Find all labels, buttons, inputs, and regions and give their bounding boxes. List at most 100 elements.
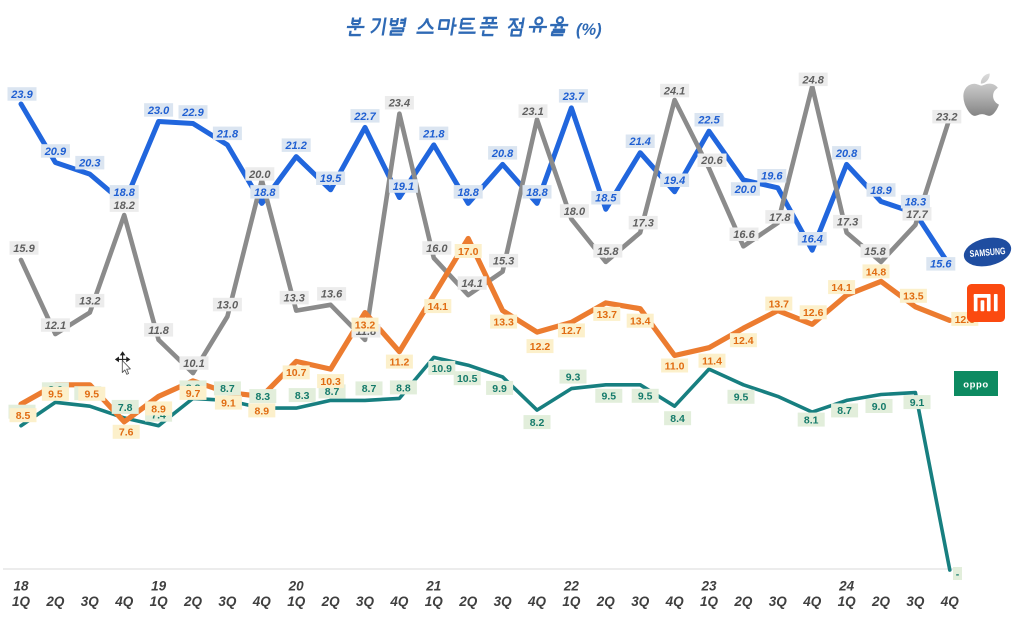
svg-text:20.9: 20.9 — [44, 146, 67, 158]
svg-text:8.7: 8.7 — [837, 405, 852, 417]
svg-text:11.0: 11.0 — [665, 360, 685, 372]
svg-text:13.7: 13.7 — [597, 309, 618, 321]
svg-text:10.7: 10.7 — [286, 367, 307, 379]
svg-text:23.4: 23.4 — [388, 98, 410, 110]
svg-text:9.1: 9.1 — [221, 397, 236, 409]
svg-text:4Q: 4Q — [252, 594, 272, 609]
svg-text:1Q: 1Q — [700, 594, 719, 609]
svg-text:23.2: 23.2 — [935, 112, 957, 124]
svg-text:9.0: 9.0 — [872, 401, 887, 413]
svg-text:22.5: 22.5 — [697, 115, 720, 127]
svg-text:4Q: 4Q — [527, 594, 547, 609]
svg-text:3Q: 3Q — [494, 594, 513, 609]
svg-text:12.1: 12.1 — [45, 320, 66, 332]
svg-text:12.6: 12.6 — [803, 307, 824, 319]
svg-text:2Q: 2Q — [183, 594, 203, 609]
svg-text:20.0: 20.0 — [734, 184, 757, 196]
svg-text:18.5: 18.5 — [595, 193, 617, 205]
svg-text:22.7: 22.7 — [353, 111, 376, 123]
svg-text:14.1: 14.1 — [461, 278, 482, 290]
svg-text:23.7: 23.7 — [562, 91, 585, 103]
svg-text:14.1: 14.1 — [831, 282, 852, 294]
svg-text:4Q: 4Q — [940, 594, 960, 609]
svg-text:12.2: 12.2 — [530, 341, 551, 353]
svg-text:10.5: 10.5 — [457, 373, 478, 385]
svg-text:15.9: 15.9 — [13, 243, 35, 255]
svg-text:16.0: 16.0 — [426, 243, 448, 255]
svg-text:3Q: 3Q — [356, 594, 375, 609]
svg-text:19.5: 19.5 — [320, 173, 342, 185]
svg-text:3Q: 3Q — [218, 594, 237, 609]
svg-text:19: 19 — [151, 579, 167, 594]
svg-text:21.4: 21.4 — [628, 136, 650, 148]
svg-text:2Q: 2Q — [321, 594, 341, 609]
svg-text:12.7: 12.7 — [561, 325, 582, 337]
svg-text:18.8: 18.8 — [526, 187, 548, 199]
svg-text:19.4: 19.4 — [664, 175, 685, 187]
svg-text:2Q: 2Q — [458, 594, 478, 609]
svg-text:18.2: 18.2 — [113, 200, 134, 212]
svg-text:18.8: 18.8 — [457, 187, 479, 199]
svg-text:9.5: 9.5 — [48, 389, 63, 401]
svg-text:1Q: 1Q — [150, 594, 169, 609]
svg-text:21.8: 21.8 — [422, 128, 445, 140]
svg-text:17.8: 17.8 — [769, 212, 791, 224]
svg-text:8.5: 8.5 — [16, 410, 31, 422]
svg-text:11.8: 11.8 — [148, 325, 169, 337]
svg-text:13.2: 13.2 — [355, 320, 376, 332]
svg-text:20.6: 20.6 — [700, 155, 723, 167]
svg-text:17.3: 17.3 — [632, 218, 653, 230]
svg-text:9.5: 9.5 — [638, 391, 653, 403]
svg-text:17.7: 17.7 — [906, 209, 928, 221]
svg-text:13.3: 13.3 — [493, 317, 514, 329]
svg-text:(%): (%) — [576, 21, 602, 39]
svg-text:8.7: 8.7 — [325, 386, 340, 398]
svg-text:18.9: 18.9 — [870, 185, 892, 197]
svg-text:13.2: 13.2 — [79, 296, 100, 308]
svg-text:2Q: 2Q — [596, 594, 616, 609]
svg-text:2Q: 2Q — [45, 594, 65, 609]
svg-text:8.8: 8.8 — [396, 382, 411, 394]
svg-text:8.3: 8.3 — [255, 391, 270, 403]
svg-text:15.8: 15.8 — [597, 246, 619, 258]
svg-text:19.6: 19.6 — [761, 171, 783, 183]
svg-text:20.0: 20.0 — [248, 169, 271, 181]
svg-text:4Q: 4Q — [114, 594, 134, 609]
svg-text:13.5: 13.5 — [903, 291, 924, 303]
svg-text:9.3: 9.3 — [566, 372, 581, 384]
svg-text:18.0: 18.0 — [564, 206, 586, 218]
svg-text:8.2: 8.2 — [530, 417, 545, 429]
svg-text:10.1: 10.1 — [183, 358, 204, 370]
svg-text:24: 24 — [838, 579, 855, 594]
svg-text:1Q: 1Q — [287, 594, 306, 609]
svg-text:9.5: 9.5 — [734, 392, 749, 404]
svg-text:19.1: 19.1 — [393, 181, 414, 193]
svg-text:15.6: 15.6 — [930, 259, 952, 271]
svg-text:SAMSUNG: SAMSUNG — [969, 246, 1006, 260]
svg-text:1Q: 1Q — [425, 594, 444, 609]
svg-text:23: 23 — [700, 579, 717, 594]
svg-text:22: 22 — [563, 579, 580, 594]
svg-text:22.9: 22.9 — [181, 107, 204, 119]
svg-text:9.1: 9.1 — [910, 397, 925, 409]
svg-text:18.3: 18.3 — [905, 197, 926, 209]
svg-text:14.1: 14.1 — [428, 301, 449, 313]
svg-text:13.0: 13.0 — [217, 299, 239, 311]
svg-text:8.3: 8.3 — [295, 390, 310, 402]
svg-text:7.6: 7.6 — [119, 427, 134, 439]
svg-text:17.3: 17.3 — [837, 217, 858, 229]
svg-text:21: 21 — [425, 579, 441, 594]
svg-text:9.5: 9.5 — [601, 391, 616, 403]
svg-text:3Q: 3Q — [906, 594, 925, 609]
svg-text:oppo: oppo — [963, 380, 989, 391]
svg-text:23.9: 23.9 — [10, 89, 33, 101]
svg-text:8.7: 8.7 — [362, 383, 377, 395]
svg-text:11.2: 11.2 — [389, 357, 409, 369]
svg-text:2Q: 2Q — [733, 594, 753, 609]
svg-text:2Q: 2Q — [871, 594, 891, 609]
svg-text:13.3: 13.3 — [283, 293, 304, 305]
svg-text:20.3: 20.3 — [78, 158, 100, 170]
svg-text:9.5: 9.5 — [84, 389, 99, 401]
svg-text:13.6: 13.6 — [321, 289, 343, 301]
svg-text:1Q: 1Q — [562, 594, 581, 609]
